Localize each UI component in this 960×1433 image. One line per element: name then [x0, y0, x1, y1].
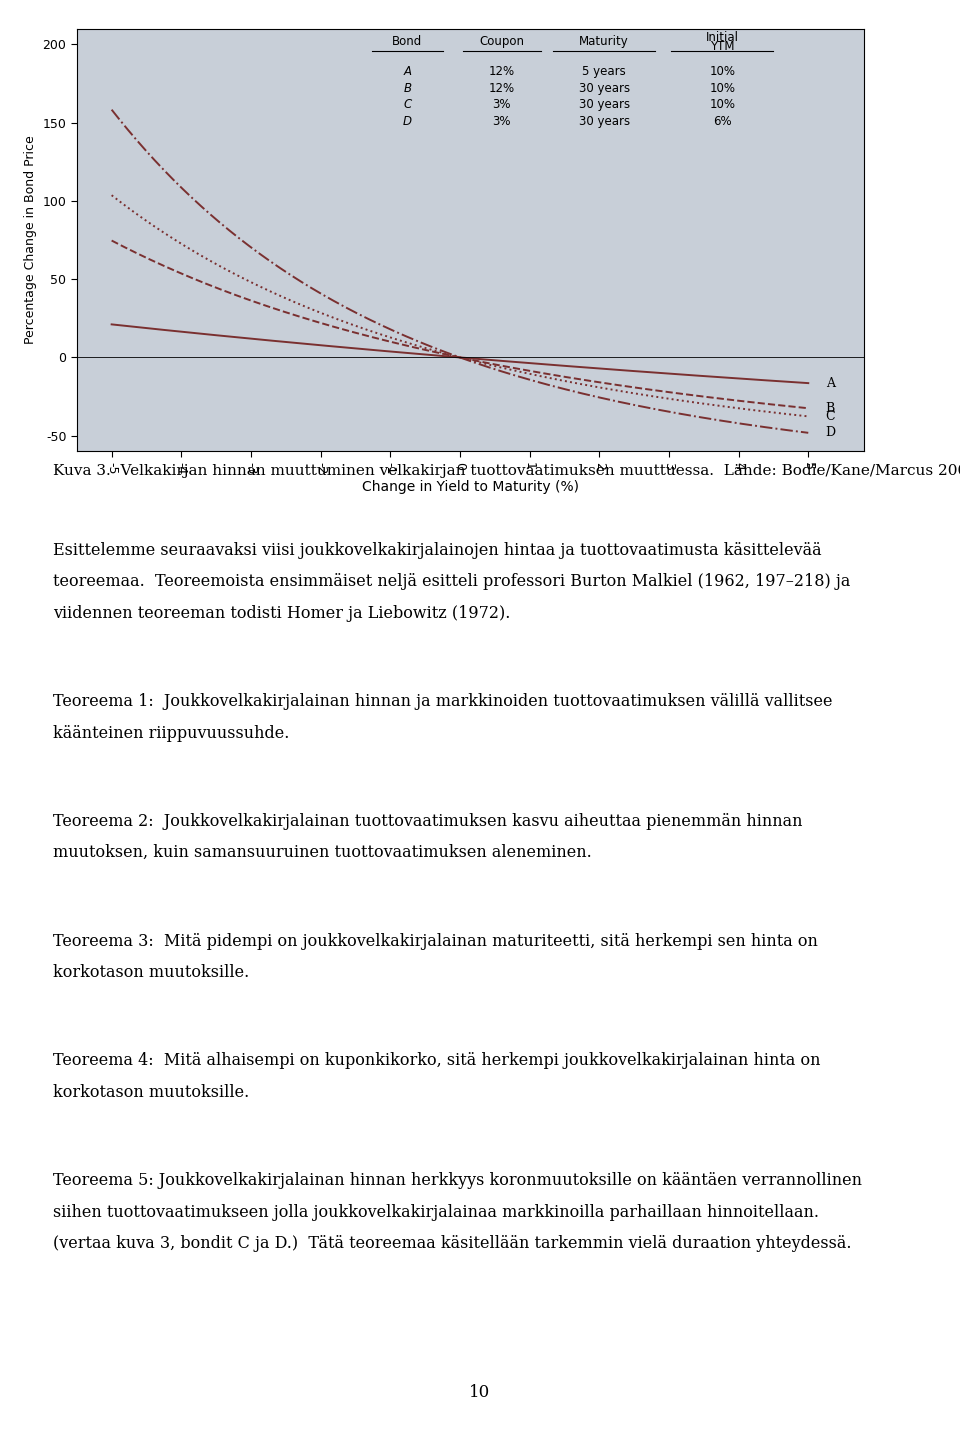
Text: Teoreema 4:  Mitä alhaisempi on kuponkikorko, sitä herkempi joukkovelkakirjalain: Teoreema 4: Mitä alhaisempi on kuponkiko…	[53, 1052, 820, 1069]
Text: 10: 10	[469, 1384, 491, 1401]
Text: 3%: 3%	[492, 99, 511, 112]
Text: 10%: 10%	[709, 64, 735, 77]
Text: Bond: Bond	[393, 34, 422, 47]
Text: A: A	[826, 377, 834, 390]
Text: Teoreema 3:  Mitä pidempi on joukkovelkakirjalainan maturiteetti, sitä herkempi : Teoreema 3: Mitä pidempi on joukkovelkak…	[53, 933, 818, 950]
Text: 30 years: 30 years	[579, 99, 630, 112]
Text: korkotason muutoksille.: korkotason muutoksille.	[53, 1083, 249, 1101]
Text: 6%: 6%	[713, 115, 732, 129]
Text: B: B	[826, 401, 835, 414]
Text: Esittelemme seuraavaksi viisi joukkovelkakirjalainojen hintaa ja tuottovaatimust: Esittelemme seuraavaksi viisi joukkovelk…	[53, 542, 822, 559]
Text: YTM: YTM	[710, 40, 734, 53]
Text: 3%: 3%	[492, 115, 511, 129]
Text: Coupon: Coupon	[479, 34, 524, 47]
Text: viidennen teoreeman todisti Homer ja Liebowitz (1972).: viidennen teoreeman todisti Homer ja Lie…	[53, 605, 510, 622]
Text: Teoreema 2:  Joukkovelkakirjalainan tuottovaatimuksen kasvu aiheuttaa pienemmän : Teoreema 2: Joukkovelkakirjalainan tuott…	[53, 813, 803, 830]
Text: 12%: 12%	[489, 64, 515, 77]
Text: A: A	[403, 64, 412, 77]
Text: 10%: 10%	[709, 99, 735, 112]
Text: C: C	[826, 410, 835, 423]
Text: Kuva 3.  Velkakirjan hinnan muuttuminen velkakirjan tuottovaatimuksen muuttuessa: Kuva 3. Velkakirjan hinnan muuttuminen v…	[53, 464, 960, 479]
Text: korkotason muutoksille.: korkotason muutoksille.	[53, 964, 249, 982]
Text: 12%: 12%	[489, 82, 515, 95]
Text: 30 years: 30 years	[579, 115, 630, 129]
Text: Teoreema 5: Joukkovelkakirjalainan hinnan herkkyys koronmuutoksille on kääntäen : Teoreema 5: Joukkovelkakirjalainan hinna…	[53, 1172, 862, 1189]
Text: siihen tuottovaatimukseen jolla joukkovelkakirjalainaa markkinoilla parhaillaan : siihen tuottovaatimukseen jolla joukkove…	[53, 1204, 819, 1221]
Y-axis label: Percentage Change in Bond Price: Percentage Change in Bond Price	[24, 136, 36, 344]
Text: (vertaa kuva 3, bondit C ja D.)  Tätä teoreemaa käsitellään tarkemmin vielä dura: (vertaa kuva 3, bondit C ja D.) Tätä teo…	[53, 1235, 852, 1252]
Text: käänteinen riippuvuussuhde.: käänteinen riippuvuussuhde.	[53, 725, 289, 741]
Text: 5 years: 5 years	[583, 64, 626, 77]
Text: 30 years: 30 years	[579, 82, 630, 95]
Text: muutoksen, kuin samansuuruinen tuottovaatimuksen aleneminen.: muutoksen, kuin samansuuruinen tuottovaa…	[53, 844, 591, 861]
Text: 10%: 10%	[709, 82, 735, 95]
Text: D: D	[826, 426, 836, 440]
Text: D: D	[403, 115, 412, 129]
Text: Initial: Initial	[706, 30, 739, 44]
Text: Maturity: Maturity	[579, 34, 629, 47]
Text: teoreemaa.  Teoreemoista ensimmäiset neljä esitteli professori Burton Malkiel (1: teoreemaa. Teoreemoista ensimmäiset nelj…	[53, 573, 851, 590]
Text: C: C	[403, 99, 412, 112]
Text: B: B	[403, 82, 412, 95]
X-axis label: Change in Yield to Maturity (%): Change in Yield to Maturity (%)	[362, 480, 579, 494]
Text: Teoreema 1:  Joukkovelkakirjalainan hinnan ja markkinoiden tuottovaatimuksen väl: Teoreema 1: Joukkovelkakirjalainan hinna…	[53, 694, 832, 709]
